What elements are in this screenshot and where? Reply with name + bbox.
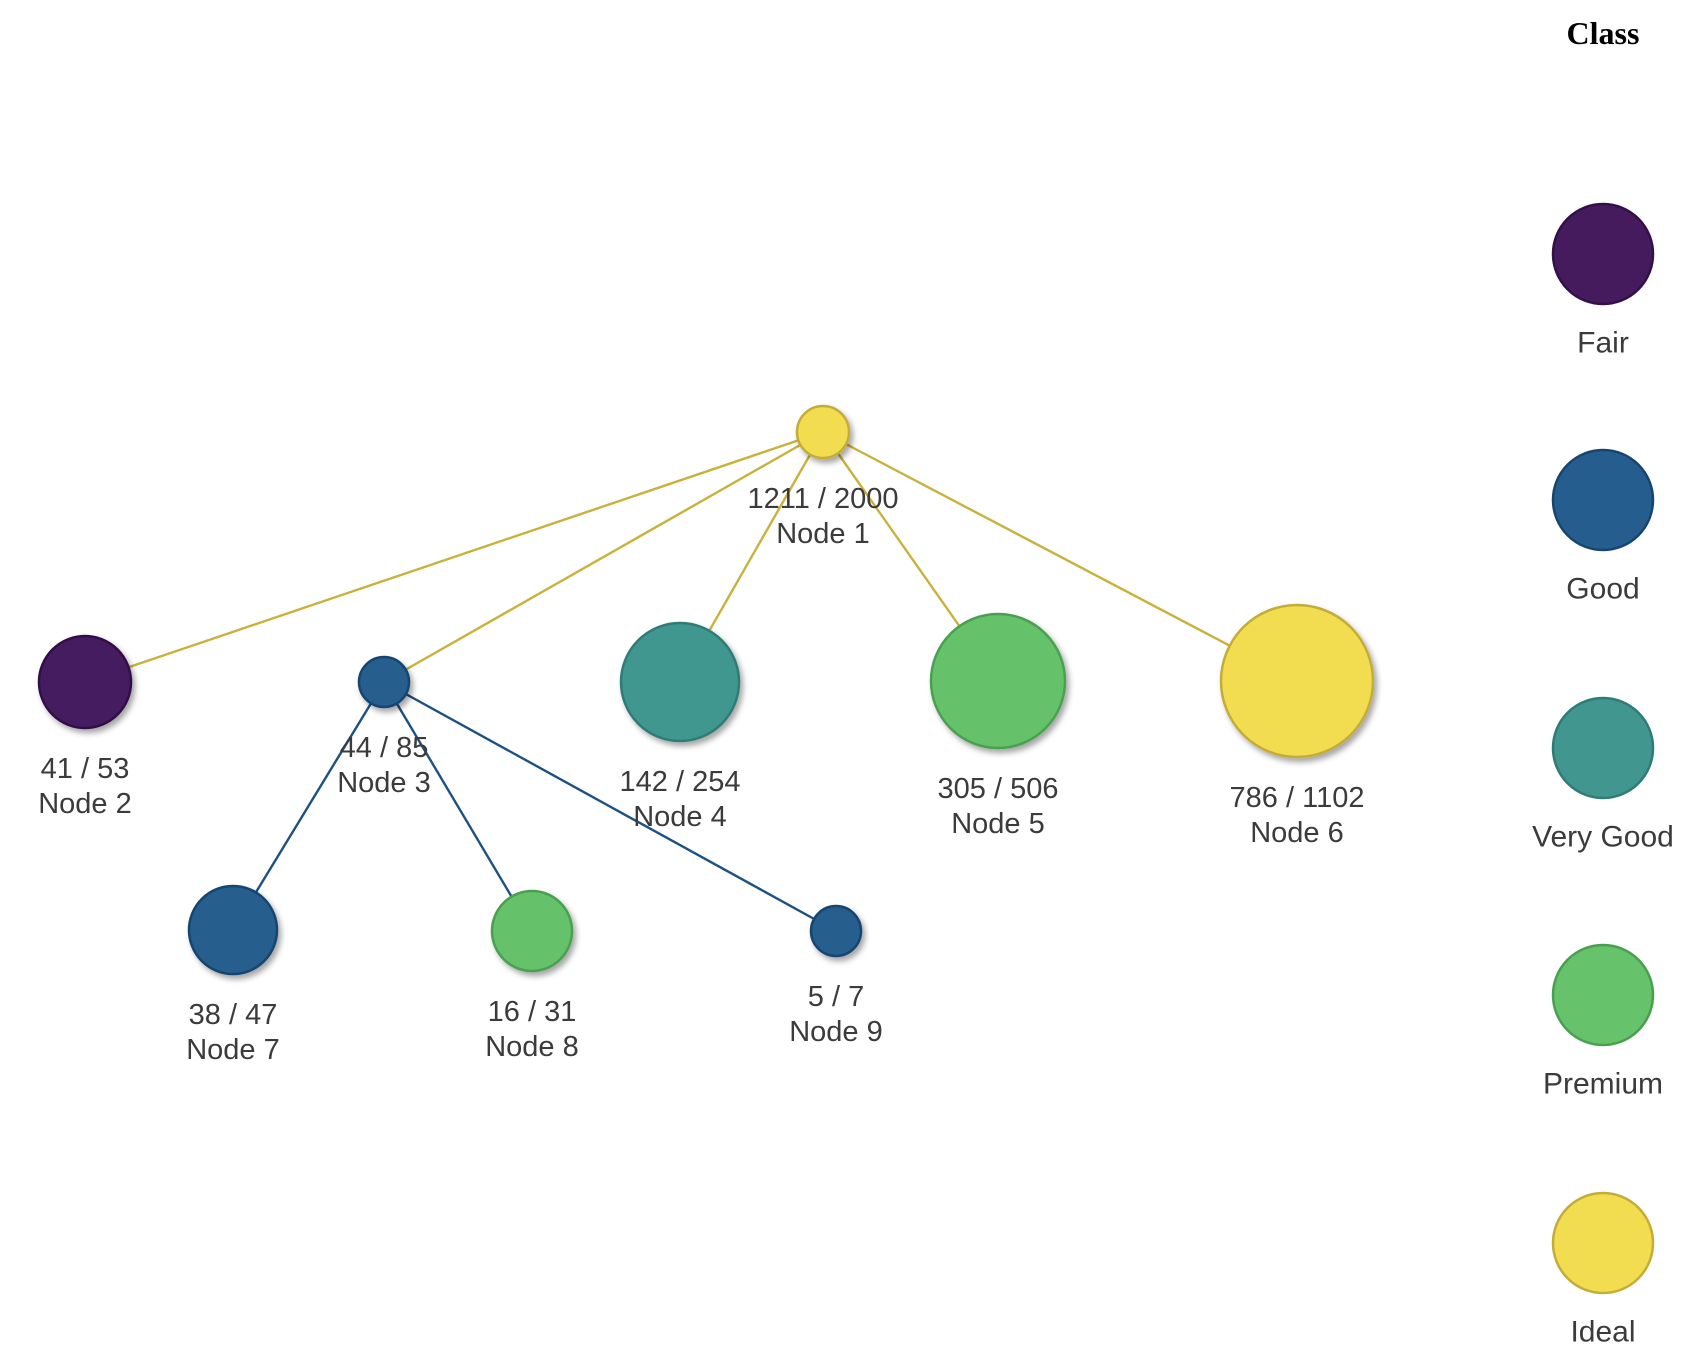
tree-edge-1-6 (822, 430, 1298, 683)
node-counts-label: 41 / 53 (41, 753, 130, 785)
tree-edge-3-9 (383, 680, 837, 933)
node-counts-label: 786 / 1102 (1230, 782, 1365, 814)
legend-item-premium[interactable]: Premium (1543, 943, 1663, 1101)
node-name-label: Node 7 (186, 1034, 280, 1066)
nodes-layer (37, 404, 1375, 976)
node-counts-label: 305 / 506 (938, 773, 1059, 805)
legend-item-ideal[interactable]: Ideal (1551, 1191, 1655, 1349)
node-name-label: Node 9 (789, 1016, 883, 1048)
legend-swatch-circle[interactable] (1551, 943, 1655, 1047)
node-counts-label: 142 / 254 (620, 766, 741, 798)
legend-item-label: Fair (1577, 327, 1629, 360)
node-name-label: Node 5 (951, 808, 1045, 840)
legend-item-label: Premium (1543, 1068, 1663, 1101)
node-name-label: Node 6 (1250, 817, 1344, 849)
node-counts-label: 38 / 47 (189, 999, 278, 1031)
node-name-label: Node 3 (337, 767, 431, 799)
legend-swatch-circle[interactable] (1551, 202, 1655, 306)
tree-node-5[interactable] (929, 612, 1067, 750)
tree-node-9[interactable] (809, 904, 863, 958)
node-name-label: Node 8 (485, 1031, 579, 1063)
legend-swatch-circle[interactable] (1551, 1191, 1655, 1295)
tree-edge-1-3 (383, 430, 824, 684)
legend-item-label: Very Good (1532, 821, 1674, 854)
legend-swatch-circle[interactable] (1551, 696, 1655, 800)
legend-item-label: Good (1566, 573, 1639, 606)
node-counts-label: 1211 / 2000 (747, 483, 898, 515)
tree-node-7[interactable] (187, 884, 279, 976)
legend-item-fair[interactable]: Fair (1551, 202, 1655, 360)
tree-node-4[interactable] (619, 621, 741, 743)
tree-node-6[interactable] (1219, 603, 1375, 759)
legend-title: Class (1567, 15, 1640, 51)
node-name-label: Node 1 (776, 518, 870, 550)
legend-swatch-circle[interactable] (1551, 448, 1655, 552)
legend-item-good[interactable]: Good (1551, 448, 1655, 606)
legend-item-label: Ideal (1570, 1316, 1635, 1349)
tree-edge-3-7 (231, 681, 386, 931)
node-counts-label: 44 / 85 (340, 732, 429, 764)
tree-node-2[interactable] (37, 634, 133, 730)
tree-edge-1-2 (84, 430, 824, 684)
node-counts-label: 5 / 7 (808, 981, 864, 1013)
tree-node-1[interactable] (795, 404, 851, 460)
tree-edge-3-8 (382, 681, 534, 932)
legend: Class Fair Good Very Good Premium Ideal (1532, 15, 1674, 1349)
tree-node-3[interactable] (357, 655, 411, 709)
node-counts-label: 16 / 31 (488, 996, 577, 1028)
tree-node-8[interactable] (490, 889, 574, 973)
node-name-label: Node 4 (633, 801, 727, 833)
node-name-label: Node 2 (38, 788, 132, 820)
edges-layer (84, 430, 1298, 933)
legend-item-very-good[interactable]: Very Good (1532, 696, 1674, 854)
